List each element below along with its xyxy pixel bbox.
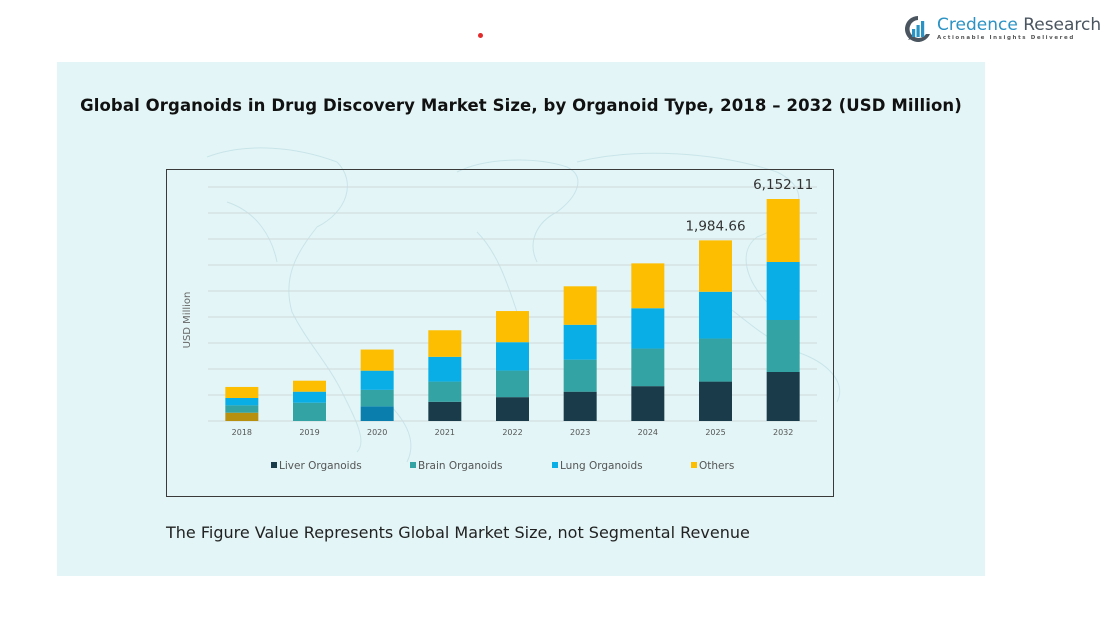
legend-swatch-liver-organoids <box>271 462 277 468</box>
bar-segment-brain-organoids-2019 <box>293 402 326 421</box>
x-tick-label-2021: 2021 <box>435 428 455 437</box>
bar-segment-others-2032 <box>766 199 800 263</box>
x-tick-label-2018: 2018 <box>232 428 252 437</box>
x-tick-label-2019: 2019 <box>299 428 319 437</box>
bar-segment-liver-organoids-2018 <box>225 412 259 421</box>
bar-segment-others-2020 <box>360 349 394 371</box>
legend-swatch-others <box>691 462 697 468</box>
bar-segment-lung-organoids-2021 <box>428 356 462 382</box>
bar-segment-brain-organoids-2018 <box>225 405 259 413</box>
bar-segment-lung-organoids-2018 <box>225 397 259 406</box>
bar-segment-lung-organoids-2022 <box>496 342 529 371</box>
bar-segment-others-2021 <box>428 330 462 357</box>
x-tick-label-2032: 2032 <box>773 428 793 437</box>
bar-segment-others-2023 <box>563 286 597 325</box>
x-tick-label-2025: 2025 <box>705 428 725 437</box>
bar-segment-liver-organoids-2023 <box>563 391 597 421</box>
legend-label-others: Others <box>699 460 734 472</box>
x-tick-label-2024: 2024 <box>638 428 658 437</box>
bar-segment-liver-organoids-2032 <box>766 371 800 421</box>
bar-segment-brain-organoids-2024 <box>631 348 665 387</box>
bar-segment-others-2024 <box>631 263 665 309</box>
x-tick-label-2022: 2022 <box>502 428 522 437</box>
legend-label-lung-organoids: Lung Organoids <box>560 460 643 472</box>
bar-segment-brain-organoids-2022 <box>496 370 529 398</box>
bar-segment-liver-organoids-2024 <box>631 386 665 421</box>
brand-tagline: Actionable Insights Delivered <box>937 34 1075 41</box>
bar-chart-circle-icon <box>905 16 930 42</box>
bar-segment-lung-organoids-2019 <box>293 391 326 403</box>
chart-panel: Global Organoids in Drug Discovery Marke… <box>57 62 985 576</box>
brand-name-part2: Research <box>1023 14 1102 35</box>
bar-segment-liver-organoids-2021 <box>428 401 462 421</box>
legend-label-brain-organoids: Brain Organoids <box>418 460 503 472</box>
brand-name-part1: Credence <box>937 14 1018 35</box>
bar-segment-others-2019 <box>293 380 326 392</box>
brand-name: Credence Research <box>937 14 1102 35</box>
bar-segment-brain-organoids-2023 <box>563 359 597 392</box>
bar-segment-brain-organoids-2032 <box>766 319 800 372</box>
bar-segment-brain-organoids-2020 <box>360 389 394 407</box>
bar-segment-lung-organoids-2020 <box>360 370 394 390</box>
bar-segment-others-2025 <box>699 240 732 292</box>
legend-label-liver-organoids: Liver Organoids <box>279 460 362 472</box>
x-tick-label-2020: 2020 <box>367 428 387 437</box>
bar-segment-others-2022 <box>496 311 529 343</box>
x-tick-label-2023: 2023 <box>570 428 590 437</box>
data-label-2032: 6,152.11 <box>753 177 813 193</box>
bar-segment-brain-organoids-2021 <box>428 381 462 402</box>
data-label-2025: 1,984.66 <box>685 218 745 234</box>
chart-title: Global Organoids in Drug Discovery Marke… <box>80 96 962 115</box>
bar-segment-liver-organoids-2025 <box>699 381 732 421</box>
y-axis-label: USD Million <box>182 292 193 349</box>
chart-area: USD Million 2018 2019 2020 2021 2022 2023 2024 2… <box>166 169 834 497</box>
brand-logo: Credence Research Actionable Insights De… <box>903 14 1101 44</box>
bar-segment-others-2018 <box>225 386 259 398</box>
bar-segment-lung-organoids-2024 <box>631 308 665 349</box>
bar-segment-lung-organoids-2025 <box>699 291 732 339</box>
footnote: The Figure Value Represents Global Marke… <box>166 523 750 542</box>
legend-swatch-brain-organoids <box>410 462 416 468</box>
bar-segment-liver-organoids-2020 <box>360 406 394 421</box>
bar-segment-liver-organoids-2022 <box>496 397 529 421</box>
bar-segment-brain-organoids-2025 <box>699 338 732 382</box>
stacked-bar-chart: USD Million 2018 2019 2020 2021 2022 2023 2024 2… <box>182 177 817 472</box>
legend-swatch-lung-organoids <box>552 462 558 468</box>
red-marker-dot <box>478 33 483 38</box>
bar-segment-lung-organoids-2032 <box>766 262 800 320</box>
bar-segment-lung-organoids-2023 <box>563 324 597 360</box>
